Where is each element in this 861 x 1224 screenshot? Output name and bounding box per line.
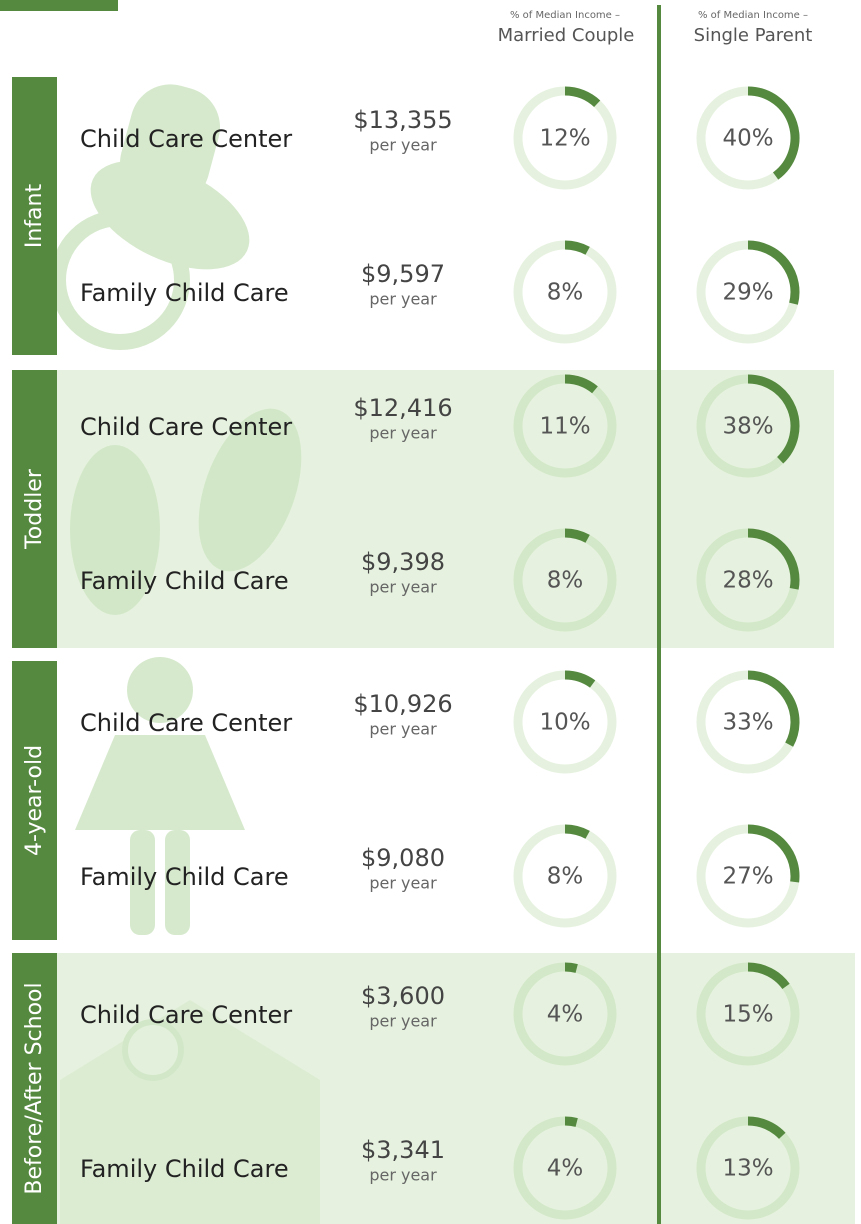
care-type: Family Child Care (80, 863, 289, 891)
cost-unit: per year (369, 1012, 437, 1031)
cost: $9,597 (361, 260, 445, 288)
percent-label: 33% (722, 710, 773, 736)
donut-arc (565, 1121, 577, 1122)
donut-arc (565, 245, 588, 251)
percent-label: 8% (547, 864, 584, 890)
cost-unit: per year (369, 424, 437, 443)
percent-label: 10% (539, 710, 590, 736)
donut-arc (565, 967, 577, 968)
income-note: % of Median Income – (510, 10, 620, 21)
percent-label: 15% (722, 1002, 773, 1028)
column-divider (657, 5, 661, 1224)
income-note: % of Median Income – (698, 10, 808, 21)
cost: $12,416 (353, 394, 452, 422)
cost-unit: per year (369, 136, 437, 155)
percent-label: 40% (722, 126, 773, 152)
care-type: Family Child Care (80, 279, 289, 307)
percent-label: 12% (539, 126, 590, 152)
percent-label: 28% (722, 568, 773, 594)
percent-label: 8% (547, 280, 584, 306)
care-type: Child Care Center (80, 125, 292, 153)
infographic: % of Median Income – Married Couple % of… (0, 0, 861, 1224)
cost-unit: per year (369, 290, 437, 309)
percent-label: 11% (539, 414, 590, 440)
percent-label: 38% (722, 414, 773, 440)
group-label: 4-year-old (22, 745, 47, 856)
cost-unit: per year (369, 1166, 437, 1185)
care-type: Child Care Center (80, 1001, 292, 1029)
care-type: Child Care Center (80, 413, 292, 441)
donut-arc (565, 675, 593, 684)
donut-arc (565, 829, 588, 835)
cost-unit: per year (369, 874, 437, 893)
married-header: Married Couple (498, 25, 635, 46)
cost: $3,600 (361, 982, 445, 1010)
cost: $3,341 (361, 1136, 445, 1164)
percent-label: 4% (547, 1156, 584, 1182)
care-type: Family Child Care (80, 567, 289, 595)
cost-unit: per year (369, 578, 437, 597)
percent-label: 8% (547, 568, 584, 594)
percent-label: 13% (722, 1156, 773, 1182)
care-type: Family Child Care (80, 1155, 289, 1183)
donut-arc (565, 91, 597, 104)
percent-label: 27% (722, 864, 773, 890)
group-label: Toddler (22, 468, 47, 550)
page: % of Median Income – Married Couple % of… (0, 0, 861, 1224)
group-label: Infant (22, 184, 47, 249)
percent-label: 4% (547, 1002, 584, 1028)
care-type: Child Care Center (80, 709, 292, 737)
cost-unit: per year (369, 720, 437, 739)
cost: $10,926 (353, 690, 452, 718)
title-underline (0, 0, 118, 11)
cost: $9,080 (361, 844, 445, 872)
cost: $9,398 (361, 548, 445, 576)
percent-label: 29% (722, 280, 773, 306)
group-label: Before/After School (22, 982, 47, 1194)
single-header: Single Parent (694, 25, 813, 46)
cost: $13,355 (353, 106, 452, 134)
